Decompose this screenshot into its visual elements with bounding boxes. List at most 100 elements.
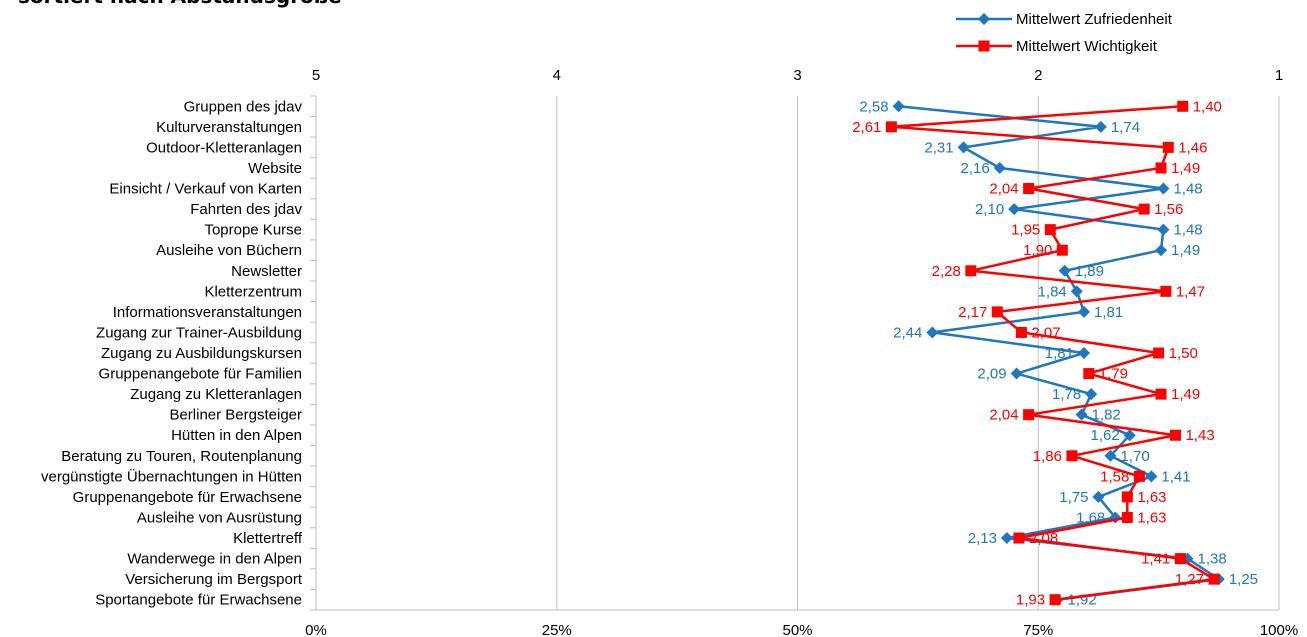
category-label: Wanderwege in den Alpen bbox=[127, 551, 302, 568]
data-label: 2,08 bbox=[1029, 530, 1058, 547]
series-layer: 2,58 1,74 2,31 2,16 1,48 2,10 1,48 1,49 1,89 1,84… bbox=[852, 98, 1258, 608]
data-point-square bbox=[1155, 388, 1167, 400]
data-label: 1,95 bbox=[1011, 222, 1040, 239]
data-label: 1,63 bbox=[1137, 489, 1166, 506]
data-label: 1,40 bbox=[1193, 98, 1222, 115]
data-point-square bbox=[1015, 326, 1027, 338]
bottom-axis-ticks: 0% 25% 50% 75% 100% bbox=[305, 622, 1298, 637]
data-label: 1,25 bbox=[1229, 571, 1258, 588]
legend-label: Mittelwert Zufriedenheit bbox=[1016, 11, 1173, 28]
data-point-square bbox=[1162, 141, 1174, 153]
data-point-square bbox=[965, 265, 977, 277]
data-label: 2,28 bbox=[932, 263, 961, 280]
data-label: 2,04 bbox=[989, 407, 1018, 424]
data-label: 2,10 bbox=[975, 201, 1004, 218]
category-label: Berliner Bergsteiger bbox=[169, 407, 302, 424]
data-point-diamond bbox=[1077, 347, 1090, 359]
data-point-square bbox=[1049, 594, 1061, 606]
data-point-diamond bbox=[1123, 429, 1136, 442]
data-label: 1,41 bbox=[1161, 468, 1190, 485]
bottom-axis-tick-label: 75% bbox=[1023, 622, 1053, 637]
data-point-square bbox=[1066, 450, 1078, 462]
data-label: 1,81 bbox=[1045, 345, 1074, 362]
category-label: Informationsveranstaltungen bbox=[113, 304, 302, 321]
data-point-square bbox=[1056, 244, 1068, 256]
data-label: 1,47 bbox=[1176, 283, 1205, 300]
data-label: 2,13 bbox=[968, 530, 997, 547]
data-point-square bbox=[1169, 429, 1181, 441]
legend: Mittelwert Zufriedenheit Mittelwert Wicht… bbox=[956, 11, 1173, 55]
category-label: Zugang zur Trainer-Ausbildung bbox=[96, 324, 302, 341]
data-point-square bbox=[1174, 553, 1186, 565]
data-point-square bbox=[1044, 224, 1056, 236]
category-label: vergünstigte Übernachtungen in Hütten bbox=[41, 467, 302, 485]
category-label: Einsicht / Verkauf von Karten bbox=[109, 181, 302, 198]
category-label: Hütten in den Alpen bbox=[171, 427, 302, 444]
data-label: 2,07 bbox=[1031, 324, 1060, 341]
data-point-diamond bbox=[1075, 408, 1088, 421]
data-point-diamond bbox=[1010, 367, 1023, 380]
data-label: 1,62 bbox=[1091, 427, 1120, 444]
data-point-diamond bbox=[1104, 449, 1117, 462]
data-point-diamond bbox=[1157, 182, 1170, 195]
data-label: 1,79 bbox=[1099, 366, 1128, 383]
category-label: Kletterzentrum bbox=[204, 283, 302, 300]
legend-label: Mittelwert Wichtigkeit bbox=[1016, 38, 1158, 55]
category-label: Newsletter bbox=[231, 263, 302, 280]
data-point-square bbox=[885, 121, 897, 133]
data-point-diamond bbox=[926, 326, 939, 339]
data-label: 1,50 bbox=[1169, 345, 1198, 362]
data-label: 1,70 bbox=[1120, 448, 1149, 465]
bottom-axis-tick-label: 0% bbox=[305, 622, 327, 637]
data-point-square bbox=[1133, 470, 1145, 482]
data-point-square bbox=[1121, 491, 1133, 503]
data-label: 1,74 bbox=[1111, 119, 1140, 136]
data-label: 2,58 bbox=[859, 98, 888, 115]
data-point-diamond bbox=[892, 100, 905, 113]
data-label: 1,27 bbox=[1175, 571, 1204, 588]
data-point-diamond bbox=[1145, 470, 1158, 483]
data-point-square bbox=[1160, 285, 1172, 297]
data-point-diamond bbox=[1092, 490, 1105, 503]
top-axis-tick-label: 1 bbox=[1275, 67, 1283, 84]
category-label: Kulturveranstaltungen bbox=[156, 119, 302, 136]
data-label: 1,75 bbox=[1059, 489, 1088, 506]
top-axis-tick-label: 4 bbox=[553, 67, 561, 84]
data-point-square bbox=[1177, 100, 1189, 112]
category-label: Zugang zu Kletteranlagen bbox=[130, 386, 302, 403]
data-label: 2,09 bbox=[977, 366, 1006, 383]
data-label: 1,63 bbox=[1137, 509, 1166, 526]
data-point-diamond bbox=[1008, 203, 1021, 216]
data-label: 1,84 bbox=[1038, 283, 1067, 300]
data-point-diamond bbox=[993, 161, 1006, 174]
data-point-diamond bbox=[1077, 305, 1090, 318]
data-label: 1,43 bbox=[1185, 427, 1214, 444]
category-label: Ausleihe von Ausrüstung bbox=[137, 509, 302, 526]
data-label: 1,38 bbox=[1198, 551, 1227, 568]
data-point-square bbox=[1013, 532, 1025, 544]
data-label: 2,61 bbox=[852, 119, 881, 136]
data-point-diamond bbox=[957, 141, 970, 154]
data-point-square bbox=[1023, 409, 1035, 421]
category-label: Beratung zu Touren, Routenplanung bbox=[61, 448, 302, 465]
data-point-diamond bbox=[1000, 532, 1013, 545]
data-point-diamond bbox=[1094, 120, 1107, 133]
data-label: 1,56 bbox=[1154, 201, 1183, 218]
data-label: 1,78 bbox=[1052, 386, 1081, 403]
data-point-square bbox=[1083, 368, 1095, 380]
category-label: Klettertreff bbox=[233, 530, 303, 547]
data-point-square bbox=[1208, 573, 1220, 585]
data-point-square bbox=[1155, 162, 1167, 174]
legend-marker-diamond bbox=[978, 13, 990, 25]
data-point-diamond bbox=[1058, 264, 1071, 277]
data-label: 2,16 bbox=[961, 160, 990, 177]
category-label: Toprope Kurse bbox=[204, 222, 302, 239]
data-label: 1,49 bbox=[1171, 160, 1200, 177]
data-point-square bbox=[1121, 511, 1133, 523]
category-label: Website bbox=[248, 160, 302, 177]
data-label: 1,58 bbox=[1100, 468, 1129, 485]
data-point-square bbox=[1138, 203, 1150, 215]
category-label: Sportangebote für Erwachsene bbox=[95, 592, 302, 609]
category-label: Gruppen des jdav bbox=[184, 98, 303, 115]
data-point-square bbox=[1153, 347, 1165, 359]
